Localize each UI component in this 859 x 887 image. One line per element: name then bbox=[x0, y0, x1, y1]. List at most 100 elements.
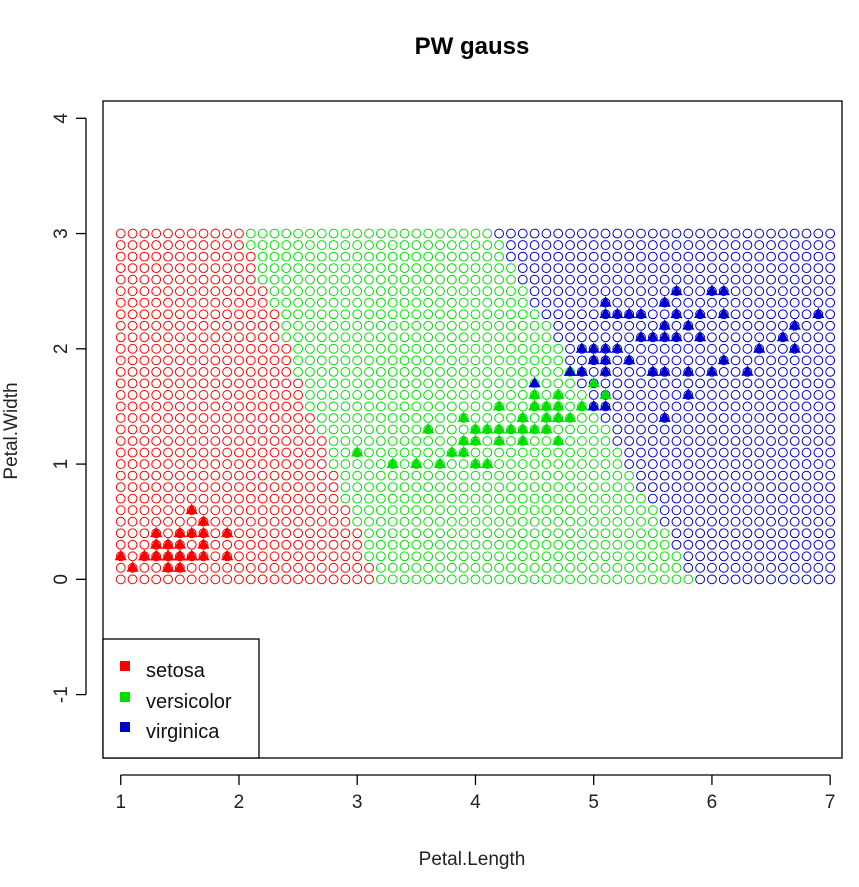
grid-cell-virginica bbox=[553, 309, 564, 320]
grid-cell-virginica bbox=[766, 401, 776, 412]
grid-cell-virginica bbox=[801, 355, 812, 366]
grid-cell-virginica bbox=[718, 447, 729, 458]
grid-cell-virginica bbox=[695, 274, 706, 285]
grid-cell-versicolor bbox=[316, 286, 327, 297]
grid-cell-versicolor bbox=[411, 263, 422, 274]
grid-cell-setosa bbox=[293, 459, 304, 469]
grid-cell-setosa bbox=[186, 424, 197, 435]
grid-cell-virginica bbox=[707, 240, 717, 250]
grid-cell-versicolor bbox=[624, 562, 635, 573]
grid-cell-setosa bbox=[222, 263, 233, 274]
grid-cell-setosa bbox=[234, 309, 244, 320]
grid-cell-virginica bbox=[825, 297, 836, 308]
grid-cell-versicolor bbox=[305, 309, 315, 320]
grid-cell-virginica bbox=[825, 459, 836, 469]
grid-cell-setosa bbox=[163, 240, 173, 250]
grid-cell-virginica bbox=[565, 297, 575, 308]
grid-cell-versicolor bbox=[269, 228, 280, 239]
grid-cell-versicolor bbox=[647, 528, 658, 539]
grid-cell-virginica bbox=[813, 470, 824, 481]
grid-cell-versicolor bbox=[588, 459, 599, 469]
grid-cell-versicolor bbox=[482, 332, 493, 343]
grid-cell-versicolor bbox=[600, 539, 611, 550]
grid-cell-setosa bbox=[174, 297, 185, 308]
grid-cell-versicolor bbox=[364, 355, 374, 366]
grid-cell-virginica bbox=[565, 355, 575, 366]
grid-cell-setosa bbox=[198, 240, 209, 250]
grid-cell-virginica bbox=[588, 251, 599, 262]
point-virginica bbox=[599, 342, 612, 353]
grid-cell-versicolor bbox=[458, 251, 469, 262]
grid-cell-virginica bbox=[825, 274, 836, 285]
grid-cell-setosa bbox=[293, 401, 304, 412]
grid-cell-virginica bbox=[777, 286, 788, 297]
grid-cell-versicolor bbox=[435, 482, 445, 493]
grid-cell-virginica bbox=[671, 528, 682, 539]
grid-cell-virginica bbox=[742, 551, 753, 562]
grid-cell-versicolor bbox=[281, 309, 292, 320]
grid-cell-virginica bbox=[695, 286, 706, 297]
grid-cell-setosa bbox=[293, 493, 304, 504]
grid-cell-virginica bbox=[766, 574, 776, 585]
grid-cell-versicolor bbox=[470, 551, 481, 562]
grid-cell-setosa bbox=[151, 574, 162, 585]
grid-cell-versicolor bbox=[269, 263, 280, 274]
grid-cell-virginica bbox=[718, 263, 729, 274]
grid-cell-versicolor bbox=[458, 332, 469, 343]
grid-cell-virginica bbox=[754, 436, 765, 446]
grid-cell-versicolor bbox=[305, 251, 315, 262]
grid-cell-setosa bbox=[305, 459, 315, 469]
grid-cell-setosa bbox=[139, 228, 150, 239]
grid-cell-setosa bbox=[293, 447, 304, 458]
grid-cell-setosa bbox=[115, 505, 126, 516]
grid-cell-setosa bbox=[115, 482, 126, 493]
grid-cell-setosa bbox=[257, 528, 268, 539]
point-versicolor bbox=[540, 399, 553, 411]
grid-cell-versicolor bbox=[411, 401, 422, 412]
grid-cell-versicolor bbox=[257, 251, 268, 262]
grid-cell-virginica bbox=[647, 401, 658, 412]
grid-cell-versicolor bbox=[647, 539, 658, 550]
point-virginica bbox=[611, 307, 624, 319]
grid-cell-virginica bbox=[683, 286, 694, 297]
grid-cell-virginica bbox=[541, 309, 552, 320]
grid-cell-versicolor bbox=[446, 413, 457, 423]
grid-cell-setosa bbox=[139, 413, 150, 423]
grid-cell-versicolor bbox=[588, 493, 599, 504]
grid-cell-versicolor bbox=[494, 251, 505, 262]
grid-cell-virginica bbox=[624, 297, 635, 308]
grid-cell-setosa bbox=[127, 424, 138, 435]
grid-cell-setosa bbox=[186, 343, 197, 354]
grid-cell-setosa bbox=[245, 516, 256, 527]
point-versicolor bbox=[528, 423, 541, 434]
grid-cell-virginica bbox=[707, 493, 717, 504]
grid-cell-versicolor bbox=[316, 413, 327, 423]
grid-cell-versicolor bbox=[411, 228, 422, 239]
grid-cell-versicolor bbox=[364, 332, 374, 343]
grid-cell-virginica bbox=[813, 251, 824, 262]
grid-cell-setosa bbox=[316, 505, 327, 516]
grid-cell-virginica bbox=[647, 274, 658, 285]
grid-cell-versicolor bbox=[541, 378, 552, 389]
grid-cell-versicolor bbox=[446, 228, 457, 239]
grid-cell-versicolor bbox=[423, 355, 434, 366]
grid-cell-virginica bbox=[659, 309, 670, 320]
grid-cell-versicolor bbox=[387, 297, 398, 308]
grid-cell-virginica bbox=[813, 228, 824, 239]
grid-cell-virginica bbox=[754, 297, 765, 308]
grid-cell-versicolor bbox=[541, 562, 552, 573]
grid-cell-virginica bbox=[777, 505, 788, 516]
point-versicolor bbox=[492, 434, 506, 445]
grid-cell-setosa bbox=[222, 516, 233, 527]
grid-cell-virginica bbox=[553, 251, 564, 262]
grid-cell-versicolor bbox=[305, 355, 315, 366]
grid-cell-virginica bbox=[718, 505, 729, 516]
grid-cell-versicolor bbox=[423, 470, 434, 481]
grid-cell-versicolor bbox=[553, 528, 564, 539]
grid-cell-setosa bbox=[281, 551, 292, 562]
grid-cell-setosa bbox=[340, 516, 351, 527]
grid-cell-virginica bbox=[553, 320, 564, 331]
grid-cell-setosa bbox=[293, 424, 304, 435]
grid-cell-versicolor bbox=[281, 228, 292, 239]
grid-cell-setosa bbox=[127, 320, 138, 331]
